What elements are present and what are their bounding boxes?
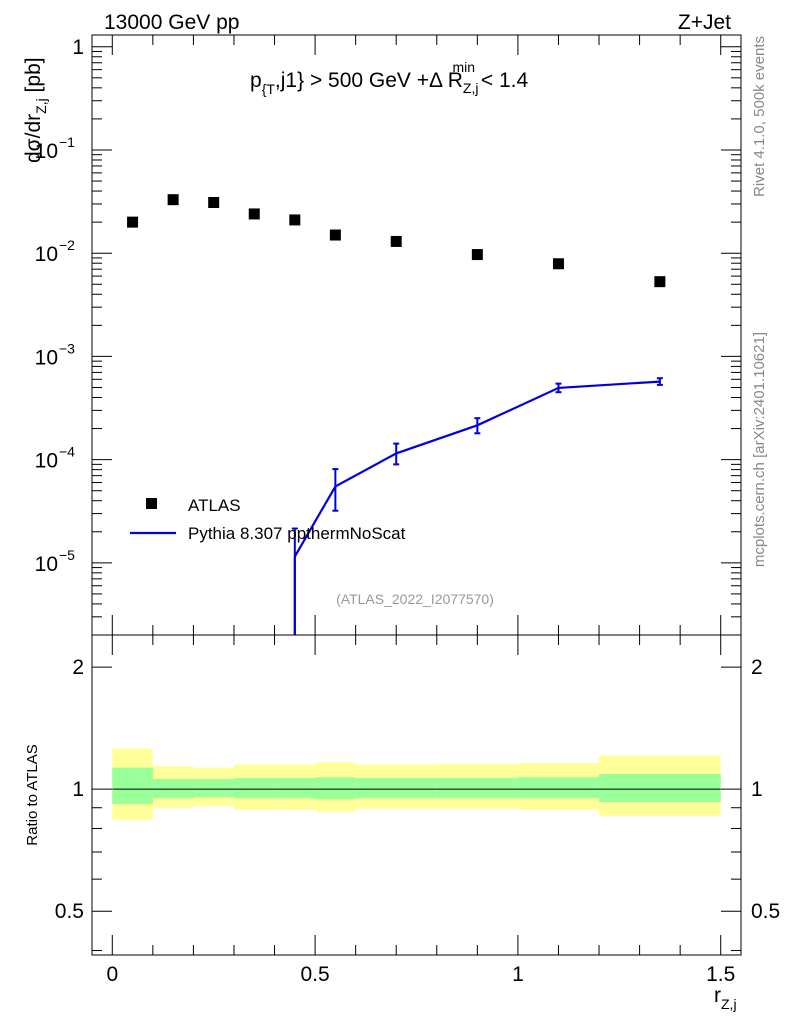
atlas-series [127, 194, 666, 288]
y-tick-label: 10 [35, 346, 58, 369]
ratio-inner-band [315, 777, 356, 800]
ratio-x-tick-labels: 0 0.5 1 1.5 [106, 963, 735, 986]
y-tick-label: 10 [35, 140, 58, 163]
y-tick-label: 10 [35, 243, 58, 266]
ratio-bands [112, 748, 721, 820]
ratio-inner-band [599, 773, 721, 802]
atlas-point [329, 229, 341, 241]
y-tick-label-exponent: −3 [59, 340, 75, 356]
atlas-point [390, 235, 402, 247]
x-tick-label: 0.5 [300, 963, 329, 986]
ratio-inner-band [193, 778, 234, 798]
ratio-inner-band [274, 778, 316, 799]
ratio-inner-band [233, 778, 275, 799]
ratio-y-tick-label: 0.5 [55, 900, 84, 923]
ratio-panel: 2 2 1 1 0.5 0.5 0 0.5 1 1.5 Ratio to ATLAS rZ,j [24, 634, 780, 1012]
y-tick-label: 1 [72, 36, 84, 59]
legend: ATLAS Pythia 8.307 ppthermNoScat [130, 496, 406, 543]
header-left: 13000 GeV pp [104, 11, 239, 34]
ratio-y-tick-labels: 2 2 1 1 0.5 0.5 [55, 656, 780, 923]
ratio-inner-band [355, 778, 437, 799]
ratio-y-tick-label-right: 0.5 [751, 900, 780, 923]
x-tick-label: 1.5 [706, 963, 735, 986]
ratio-axis-ticks [92, 635, 741, 955]
atlas-point [208, 196, 220, 208]
atlas-point [552, 258, 564, 270]
atlas-point [167, 194, 179, 206]
legend-pythia-label: Pythia 8.307 ppthermNoScat [188, 524, 406, 543]
ratio-y-tick-label-right: 1 [751, 778, 763, 801]
analysis-id-watermark: (ATLAS_2022_I2077570) [336, 591, 494, 607]
y-tick-label: 10 [35, 450, 58, 473]
y-tick-label-exponent: −4 [59, 444, 75, 460]
ratio-plot-frame [91, 634, 742, 956]
legend-atlas-label: ATLAS [188, 496, 241, 515]
y-tick-label: 10 [35, 553, 58, 576]
ratio-y-tick-label: 1 [72, 778, 84, 801]
x-tick-label: 1 [512, 963, 524, 986]
main-y-tick-labels: 110−110−210−310−410−5 [35, 36, 84, 576]
rivet-label: Rivet 4.1.0, 500k events [751, 36, 768, 197]
main-panel: 110−110−210−310−410−5 p{T,j1} > 500 GeV … [22, 34, 742, 636]
atlas-point [654, 276, 666, 288]
ratio-inner-band [152, 778, 194, 799]
ratio-y-tick-label: 2 [72, 656, 84, 679]
main-axis-ticks [92, 35, 741, 636]
atlas-point [471, 249, 483, 261]
atlas-point [248, 208, 260, 220]
x-axis-label: rZ,j [714, 984, 737, 1012]
pythia-series [291, 377, 663, 635]
main-y-axis-label: dσ/drZ,j [pb] [22, 57, 49, 163]
plot-title: p{T,j1} > 500 GeV +Δ RZ,jmin < 1.4 [250, 59, 528, 97]
pythia-line [293, 380, 660, 558]
mcplots-label: mcplots.cern.ch [arXiv:2401.10621] [751, 332, 768, 567]
legend-atlas-marker [146, 498, 157, 509]
header-right: Z+Jet [678, 11, 731, 34]
ratio-inner-band [436, 778, 518, 799]
main-plot-frame [91, 34, 742, 636]
x-tick-label: 0 [106, 963, 118, 986]
atlas-point [127, 216, 139, 228]
ratio-y-tick-label-right: 2 [751, 656, 763, 679]
y-tick-label-exponent: −5 [59, 547, 75, 563]
atlas-point [289, 214, 301, 226]
y-tick-label-exponent: −1 [59, 134, 75, 150]
ratio-y-axis-label: Ratio to ATLAS [24, 744, 41, 845]
y-tick-label-exponent: −2 [59, 237, 75, 253]
ratio-inner-band [112, 767, 153, 804]
ratio-inner-band [517, 777, 600, 799]
